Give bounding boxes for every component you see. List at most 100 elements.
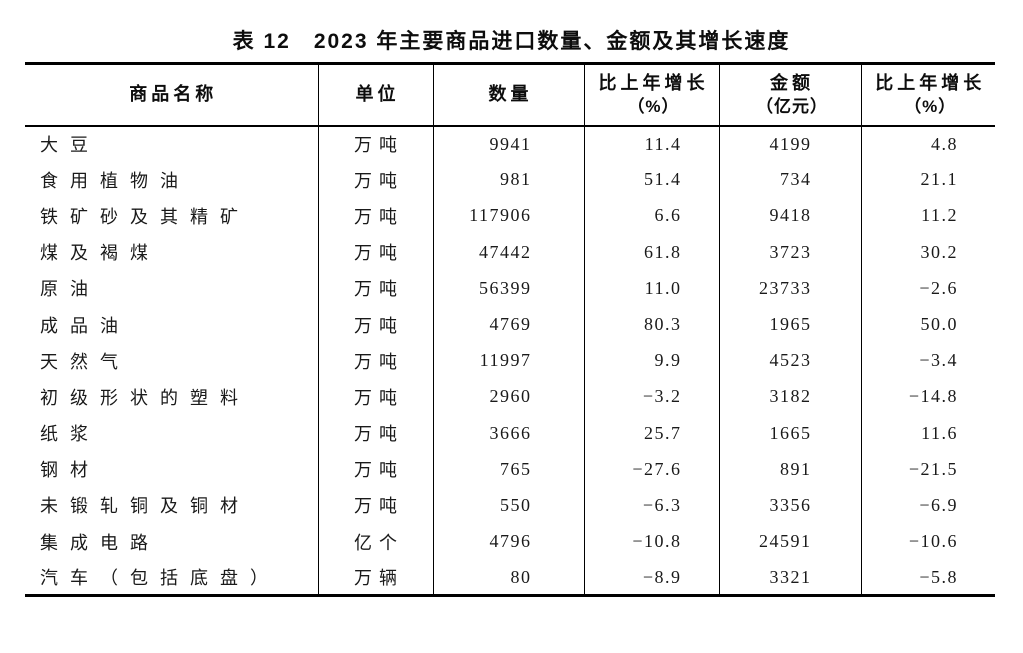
table-row: 食用植物油 万吨 981 51.4 734 21.1: [25, 161, 995, 198]
cell-quantity-growth: 11.4: [584, 125, 720, 162]
cell-quantity-growth: −8.9: [584, 559, 720, 596]
col-header-amount: 金额 （亿元）: [719, 63, 862, 127]
col-header-label: 商品名称: [129, 84, 218, 105]
cell-unit: 万吨: [318, 487, 434, 524]
cell-quantity: 11997: [433, 342, 585, 379]
cell-unit: 万吨: [318, 306, 434, 343]
cell-commodity-name: 未锻轧铜及铜材: [25, 487, 319, 524]
cell-unit: 万吨: [318, 197, 434, 235]
cell-commodity-name: 初级形状的塑料: [25, 378, 319, 415]
cell-quantity: 9941: [433, 125, 585, 162]
table-row: 纸浆 万吨 3666 25.7 1665 11.6: [25, 415, 995, 452]
cell-quantity-growth: −10.8: [584, 523, 720, 560]
cell-amount-growth: −5.8: [919, 566, 958, 587]
cell-commodity-name: 铁矿砂及其精矿: [25, 197, 319, 235]
cell-amount: 3182: [719, 378, 862, 415]
import-commodities-table: 商品名称 单位 数量 比上年增长 （%） 金额 （亿元） 比上年增长: [25, 62, 995, 598]
cell-amount: 24591: [719, 523, 862, 560]
col-header-quantity: 数量: [433, 63, 585, 127]
cell-quantity-growth: 51.4: [584, 161, 720, 198]
table-row: 初级形状的塑料 万吨 2960 −3.2 3182 −14.8: [25, 378, 995, 415]
cell-unit: 万吨: [318, 234, 434, 271]
col-header-commodity-name: 商品名称: [25, 63, 319, 127]
cell-quantity: 3666: [433, 415, 585, 452]
cell-amount-growth: 30.2: [920, 241, 958, 262]
cell-unit: 万吨: [318, 451, 434, 488]
table-row: 钢材 万吨 765 −27.6 891 −21.5: [25, 451, 995, 488]
cell-unit: 万吨: [318, 342, 434, 379]
cell-quantity-growth: 80.3: [584, 306, 720, 343]
cell-quantity: 2960: [433, 378, 585, 415]
table-body: 大豆 万吨 9941 11.4 4199 4.8 食用植物油 万吨 981 51.4 734 21.1…: [25, 125, 995, 596]
cell-commodity-name: 原油: [25, 270, 319, 307]
cell-amount-growth: 11.2: [921, 205, 958, 226]
cell-unit: 万吨: [318, 125, 434, 162]
cell-quantity-growth: 9.9: [584, 342, 720, 379]
cell-amount: 891: [719, 451, 862, 488]
cell-commodity-name: 钢材: [25, 451, 319, 488]
table-row: 集成电路 亿个 4796 −10.8 24591 −10.6: [25, 523, 995, 560]
cell-amount: 3356: [719, 487, 862, 524]
col-header-sublabel: （%）: [904, 96, 957, 116]
table-row: 原油 万吨 56399 11.0 23733 −2.6: [25, 270, 995, 307]
cell-commodity-name: 煤及褐煤: [25, 234, 319, 271]
cell-unit: 万吨: [318, 378, 434, 415]
cell-unit: 万吨: [318, 270, 434, 307]
cell-amount: 3723: [719, 234, 862, 271]
cell-amount-growth: −3.4: [919, 350, 958, 371]
cell-commodity-name: 纸浆: [25, 415, 319, 452]
table-row: 汽车（包括底盘） 万辆 80 −8.9 3321 −5.8: [25, 559, 995, 596]
cell-amount-growth: 21.1: [920, 169, 958, 190]
cell-quantity: 56399: [433, 270, 585, 307]
table-row: 铁矿砂及其精矿 万吨 117906 6.6 9418 11.2: [25, 197, 995, 235]
cell-quantity-growth: −6.3: [584, 487, 720, 524]
cell-quantity-growth: 11.0: [584, 270, 720, 307]
col-header-sublabel: （亿元）: [756, 96, 828, 116]
col-header-label: 比上年增长: [598, 72, 709, 93]
cell-unit: 万辆: [318, 559, 434, 596]
header-row: 商品名称 单位 数量 比上年增长 （%） 金额 （亿元） 比上年增长: [25, 63, 995, 127]
cell-quantity: 4769: [433, 306, 585, 343]
cell-commodity-name: 天然气: [25, 342, 319, 379]
col-header-label: 金额: [770, 72, 814, 93]
cell-quantity: 765: [433, 451, 585, 488]
cell-commodity-name: 成品油: [25, 306, 319, 343]
table-row: 大豆 万吨 9941 11.4 4199 4.8: [25, 125, 995, 162]
cell-quantity: 117906: [433, 197, 585, 235]
cell-quantity: 80: [433, 559, 585, 596]
cell-quantity-growth: 6.6: [584, 197, 720, 235]
cell-amount-growth: −10.6: [908, 531, 958, 552]
col-header-sublabel: （%）: [627, 96, 680, 116]
cell-amount: 734: [719, 161, 862, 198]
cell-quantity-growth: 25.7: [584, 415, 720, 452]
cell-commodity-name: 汽车（包括底盘）: [25, 559, 319, 596]
cell-commodity-name: 大豆: [25, 125, 319, 162]
cell-amount-growth: 11.6: [921, 422, 958, 443]
cell-commodity-name: 食用植物油: [25, 161, 319, 198]
cell-quantity: 550: [433, 487, 585, 524]
cell-quantity: 4796: [433, 523, 585, 560]
cell-amount: 9418: [719, 197, 862, 235]
cell-amount: 3321: [719, 559, 862, 596]
cell-unit: 万吨: [318, 161, 434, 198]
cell-amount-growth: −21.5: [908, 458, 958, 479]
col-header-unit: 单位: [318, 63, 434, 127]
col-header-quantity-growth: 比上年增长 （%）: [584, 63, 720, 127]
table-header: 商品名称 单位 数量 比上年增长 （%） 金额 （亿元） 比上年增长: [25, 63, 995, 127]
cell-amount: 4199: [719, 125, 862, 162]
table-title: 表 12 2023 年主要商品进口数量、金额及其增长速度: [232, 30, 791, 53]
cell-amount-growth: 4.8: [931, 133, 958, 154]
cell-quantity-growth: −3.2: [584, 378, 720, 415]
col-header-label: 数量: [488, 84, 533, 105]
cell-amount: 23733: [719, 270, 862, 307]
cell-commodity-name: 集成电路: [25, 523, 319, 560]
cell-amount-growth: −6.9: [919, 494, 958, 515]
cell-quantity: 47442: [433, 234, 585, 271]
table-row: 天然气 万吨 11997 9.9 4523 −3.4: [25, 342, 995, 379]
cell-quantity: 981: [433, 161, 585, 198]
cell-amount: 1665: [719, 415, 862, 452]
cell-quantity-growth: 61.8: [584, 234, 720, 271]
col-header-amount-growth: 比上年增长 （%）: [861, 63, 995, 127]
cell-amount-growth: −2.6: [919, 277, 958, 298]
